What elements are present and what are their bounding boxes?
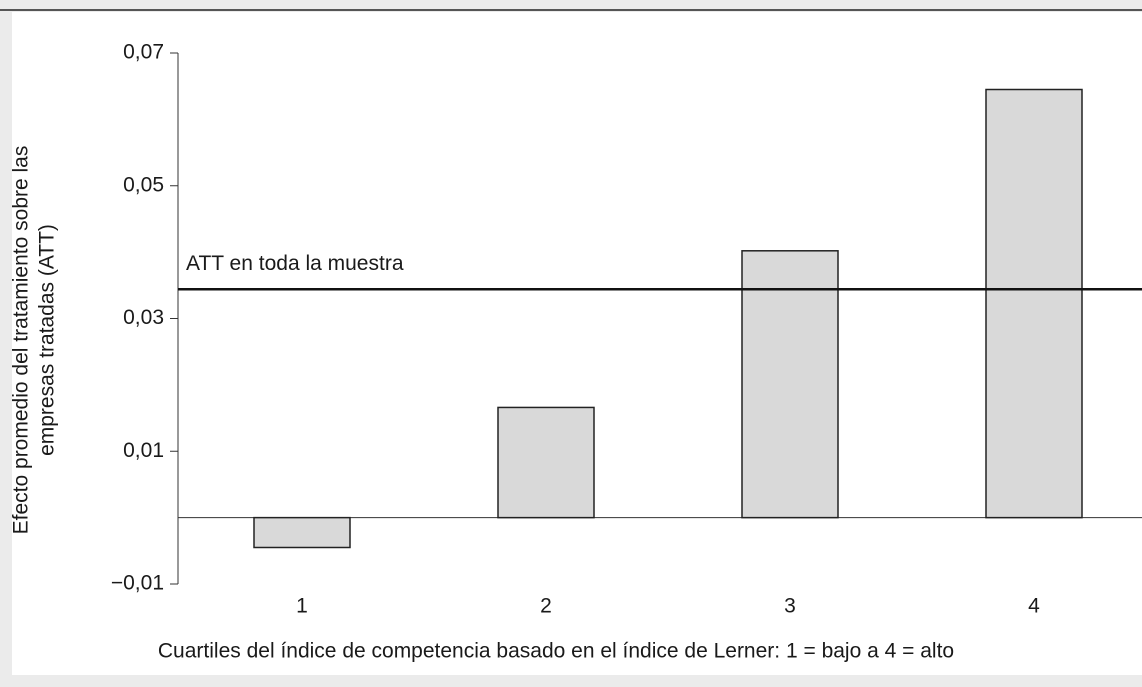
y-axis-label: Efecto promedio del tratamiento sobre la…: [10, 146, 33, 535]
y-axis-label: empresas tratadas (ATT): [36, 224, 59, 456]
y-tick-label: −0,01: [111, 572, 164, 595]
y-tick-label: 0,05: [123, 173, 164, 196]
bar: [497, 406, 595, 519]
x-tick-label: 3: [784, 595, 796, 618]
y-tick-label: 0,07: [123, 41, 164, 64]
reference-label: ATT en toda la muestra: [186, 252, 404, 275]
plot-panel: [12, 12, 1142, 675]
bar: [741, 250, 839, 519]
x-tick-label: 1: [296, 595, 308, 618]
x-tick-label: 2: [540, 595, 552, 618]
x-tick-label: 4: [1028, 595, 1040, 618]
y-tick-label: 0,01: [123, 439, 164, 462]
x-axis-label: Cuartiles del índice de competencia basa…: [158, 640, 954, 663]
bar: [253, 516, 351, 549]
bar: [985, 88, 1083, 519]
y-tick-label: 0,03: [123, 306, 164, 329]
